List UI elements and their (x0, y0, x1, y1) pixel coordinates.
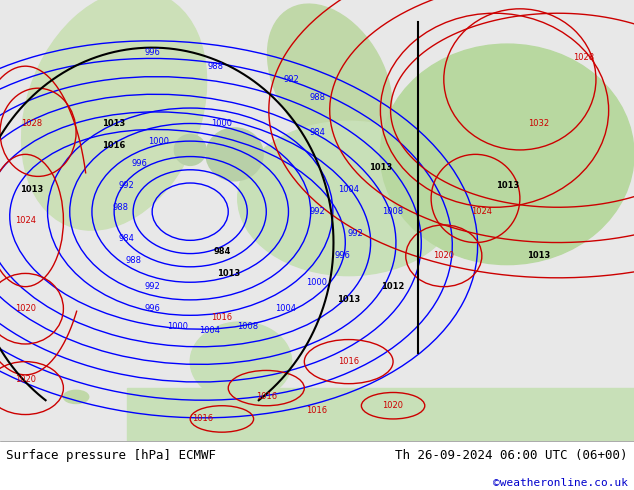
Text: 984: 984 (309, 128, 325, 137)
Text: 1028: 1028 (573, 53, 594, 62)
Text: Th 26-09-2024 06:00 UTC (06+00): Th 26-09-2024 06:00 UTC (06+00) (395, 449, 628, 462)
Text: 988: 988 (125, 256, 141, 265)
Text: 1008: 1008 (382, 207, 404, 216)
Text: 1004: 1004 (198, 326, 220, 335)
Text: 1020: 1020 (382, 401, 404, 410)
Text: 1028: 1028 (21, 119, 42, 128)
Ellipse shape (22, 0, 207, 230)
Text: 992: 992 (119, 181, 134, 190)
Text: 1016: 1016 (306, 406, 328, 415)
Text: 1032: 1032 (528, 119, 550, 128)
Text: 1016: 1016 (338, 357, 359, 366)
Text: 984: 984 (119, 234, 135, 243)
Ellipse shape (268, 4, 392, 155)
Text: ©weatheronline.co.uk: ©weatheronline.co.uk (493, 478, 628, 488)
Bar (127, 388, 634, 441)
Ellipse shape (63, 390, 89, 404)
Text: 1000: 1000 (211, 119, 233, 128)
Text: Surface pressure [hPa] ECMWF: Surface pressure [hPa] ECMWF (6, 449, 216, 462)
Text: 1013: 1013 (20, 185, 43, 194)
Ellipse shape (206, 128, 263, 181)
Text: 1008: 1008 (236, 322, 258, 331)
Text: 1016: 1016 (256, 392, 277, 401)
Text: 988: 988 (309, 93, 325, 101)
Text: 996: 996 (334, 251, 351, 260)
Ellipse shape (380, 44, 634, 265)
Text: 996: 996 (131, 159, 148, 168)
Ellipse shape (174, 134, 206, 165)
Ellipse shape (238, 121, 460, 275)
Text: 1000: 1000 (148, 137, 169, 146)
Text: 992: 992 (309, 207, 325, 216)
Text: 1004: 1004 (275, 304, 296, 313)
Text: 1020: 1020 (433, 251, 455, 260)
Text: 988: 988 (112, 203, 129, 212)
Text: 1013: 1013 (369, 163, 392, 172)
Text: 984: 984 (213, 247, 231, 256)
Text: 996: 996 (144, 49, 160, 57)
Text: 1013: 1013 (527, 251, 550, 260)
Ellipse shape (190, 322, 292, 401)
Text: 1013: 1013 (103, 119, 126, 128)
Text: 1024: 1024 (15, 216, 36, 225)
Text: 992: 992 (284, 75, 299, 84)
Text: 1024: 1024 (471, 207, 493, 216)
Text: 1013: 1013 (217, 269, 240, 278)
Text: 1016: 1016 (103, 141, 126, 150)
Text: 1004: 1004 (338, 185, 359, 194)
Text: 988: 988 (207, 62, 224, 71)
Text: 992: 992 (145, 282, 160, 291)
Text: 1000: 1000 (167, 322, 188, 331)
Text: 1012: 1012 (382, 282, 404, 291)
Text: 1013: 1013 (337, 295, 360, 304)
Text: 1020: 1020 (15, 375, 36, 384)
Text: 1000: 1000 (306, 278, 328, 287)
Text: 1016: 1016 (192, 415, 214, 423)
Text: 996: 996 (144, 304, 160, 313)
Text: 1016: 1016 (211, 313, 233, 322)
Text: 1013: 1013 (496, 181, 519, 190)
Text: 992: 992 (347, 229, 363, 238)
Text: 1020: 1020 (15, 304, 36, 313)
